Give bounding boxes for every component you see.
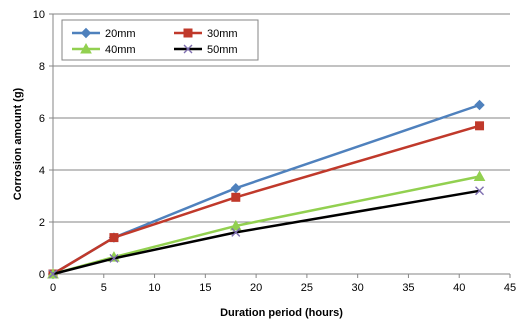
legend-label: 30mm	[207, 28, 238, 40]
data-point	[475, 121, 485, 131]
data-point	[80, 42, 92, 54]
data-point	[183, 44, 193, 54]
x-tick-label: 35	[402, 282, 414, 294]
legend-item: 30mm	[174, 28, 238, 40]
y-tick-label: 10	[33, 9, 45, 21]
tick-labels: 0 2 4 6 8 10 0 5 10 15 20 25 30 35 40 45	[33, 9, 516, 294]
x-tick-label: 15	[199, 282, 211, 294]
data-point	[475, 186, 485, 196]
x-axis-title: Duration period (hours)	[220, 307, 343, 319]
series-50mm	[48, 186, 485, 279]
data-point	[474, 99, 485, 111]
data-point	[229, 219, 242, 231]
legend-label: 20mm	[105, 28, 136, 40]
y-tick-label: 0	[39, 269, 45, 281]
series-layer	[47, 99, 486, 280]
series-line	[52, 189, 480, 276]
y-tick-label: 2	[39, 217, 45, 229]
x-tick-label: 10	[148, 282, 160, 294]
data-point	[48, 269, 58, 279]
series-line	[52, 124, 480, 276]
data-point	[109, 253, 119, 263]
grid-lines	[53, 13, 510, 223]
data-point	[80, 27, 92, 39]
data-point	[109, 233, 119, 243]
data-point	[230, 182, 242, 194]
x-tick-label: 40	[453, 282, 465, 294]
data-point	[231, 227, 241, 237]
x-tick-label: 45	[504, 282, 516, 294]
data-point	[473, 170, 486, 181]
legend-item: 40mm	[72, 42, 136, 56]
legend-box	[61, 19, 259, 61]
x-tick-label: 0	[50, 282, 56, 294]
legend: 20mm 30mm 40mm 50mm	[61, 19, 259, 61]
data-point	[183, 28, 193, 38]
legend-label: 50mm	[207, 44, 238, 56]
x-tick-label: 25	[301, 282, 313, 294]
legend-label: 40mm	[105, 44, 136, 56]
axes	[49, 13, 511, 278]
x-tick-label: 5	[101, 282, 107, 294]
y-tick-label: 4	[39, 165, 45, 177]
x-tick-label: 30	[352, 282, 364, 294]
data-point	[231, 192, 241, 202]
y-tick-label: 8	[39, 61, 45, 73]
legend-item: 50mm	[174, 44, 238, 56]
x-tick-label: 20	[250, 282, 262, 294]
y-axis-title: Corrosion amount (g)	[12, 87, 24, 200]
y-tick-label: 6	[39, 113, 45, 125]
legend-item: 20mm	[72, 27, 136, 40]
